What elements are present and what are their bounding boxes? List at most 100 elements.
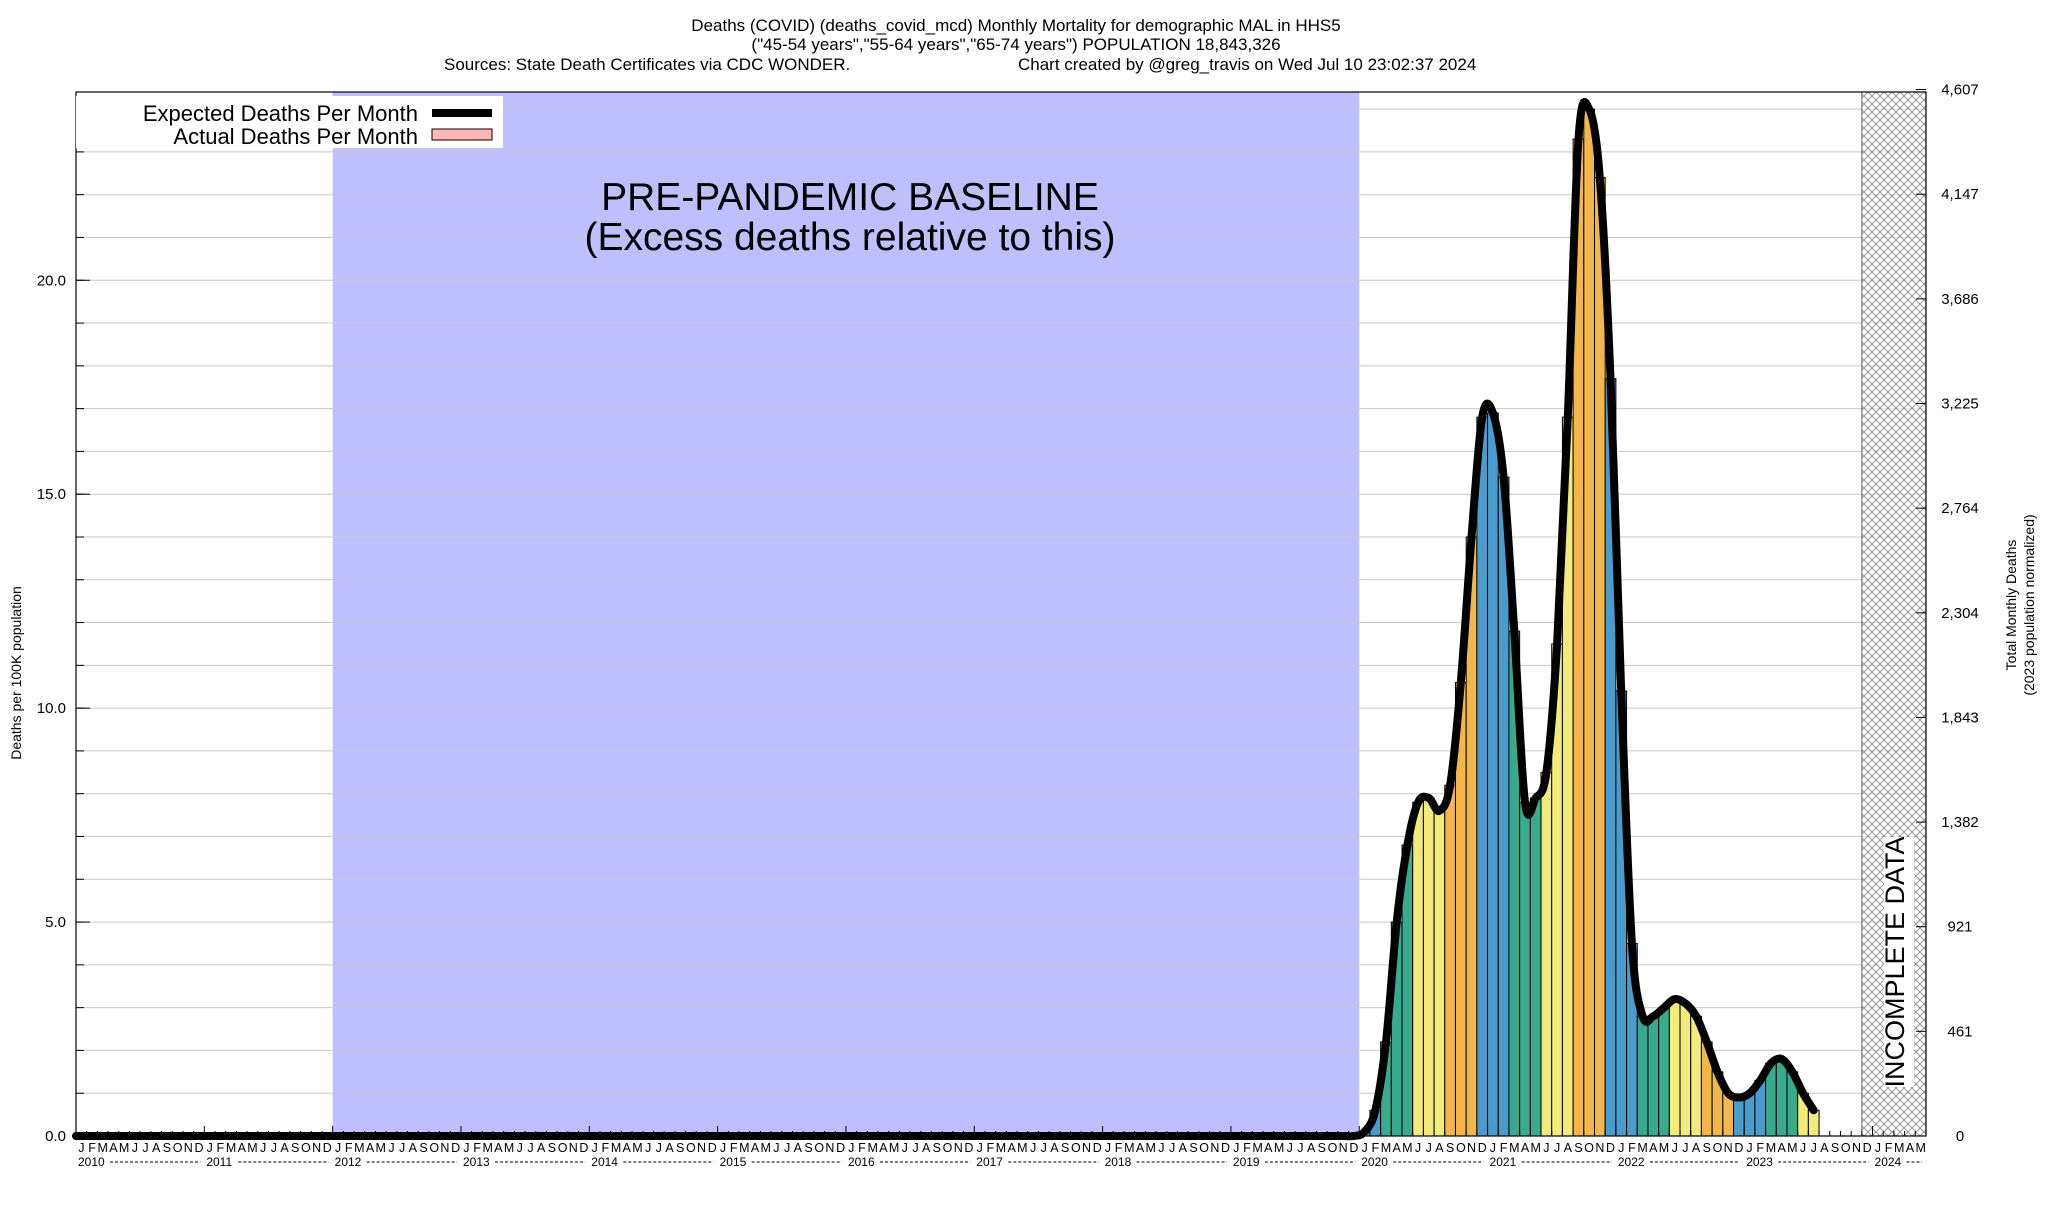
- x-month-label: J: [335, 1141, 341, 1155]
- x-month-label: O: [1071, 1141, 1081, 1155]
- x-month-label: D: [1221, 1141, 1230, 1155]
- x-month-label: O: [814, 1141, 824, 1155]
- x-year-label: 2023: [1746, 1155, 1773, 1169]
- x-month-label: F: [1628, 1141, 1636, 1155]
- x-month-label: F: [1371, 1141, 1379, 1155]
- x-month-label: A: [751, 1141, 760, 1155]
- x-month-label: S: [676, 1141, 684, 1155]
- x-month-label: J: [1554, 1141, 1560, 1155]
- x-month-label: J: [1543, 1141, 1549, 1155]
- y-right-tick-label: 1,843: [1941, 709, 1979, 726]
- x-month-label: J: [1800, 1141, 1806, 1155]
- x-year-label: 2012: [335, 1155, 362, 1169]
- x-year-label: 2018: [1105, 1155, 1132, 1169]
- x-month-label: M: [1124, 1141, 1134, 1155]
- credit-text: Chart created by @greg_travis on Wed Jul…: [1018, 55, 1476, 74]
- x-month-label: O: [943, 1141, 953, 1155]
- x-month-label: M: [1274, 1141, 1284, 1155]
- actual-bar: [1519, 801, 1531, 1137]
- x-month-label: J: [1169, 1141, 1175, 1155]
- x-month-label: D: [708, 1141, 717, 1155]
- background-regions: [332, 92, 1360, 1136]
- chart-title: Deaths (COVID) (deaths_covid_mcd) Monthl…: [444, 16, 1476, 74]
- x-year-label: 2019: [1233, 1155, 1260, 1169]
- x-month-label: M: [1381, 1141, 1391, 1155]
- x-month-label: J: [773, 1141, 779, 1155]
- x-month-label: A: [280, 1141, 289, 1155]
- y-tick-label: 10.0: [37, 700, 66, 717]
- y-axis-label-right-2: (2023 population normalized): [2021, 514, 2037, 695]
- x-month-label: A: [623, 1141, 632, 1155]
- x-month-label: F: [1500, 1141, 1508, 1155]
- actual-bar: [1540, 771, 1553, 1137]
- x-month-label: O: [1199, 1141, 1209, 1155]
- x-month-label: O: [558, 1141, 568, 1155]
- x-month-label: D: [836, 1141, 845, 1155]
- x-month-label: S: [163, 1141, 171, 1155]
- x-month-label: J: [388, 1141, 394, 1155]
- x-month-label: F: [1243, 1141, 1251, 1155]
- x-month-label: S: [1831, 1141, 1839, 1155]
- x-month-label: N: [1467, 1141, 1476, 1155]
- x-month-label: F: [602, 1141, 610, 1155]
- sources-text: Sources: State Death Certificates via CD…: [444, 55, 850, 74]
- x-month-label: M: [376, 1141, 386, 1155]
- x-month-label: S: [291, 1141, 299, 1155]
- x-month-label: M: [1402, 1141, 1412, 1155]
- x-month-label: A: [665, 1141, 674, 1155]
- baseline-text-line-1: PRE-PANDEMIC BASELINE: [601, 176, 1099, 219]
- plot-frame: [75, 91, 1927, 1137]
- x-month-label: N: [312, 1141, 321, 1155]
- x-month-label: J: [656, 1141, 662, 1155]
- x-month-label: M: [226, 1141, 236, 1155]
- actual-bar: [1636, 1015, 1649, 1137]
- y-tick-label: 20.0: [37, 272, 66, 289]
- title-line-1: Deaths (COVID) (deaths_covid_mcd) Monthl…: [691, 16, 1340, 35]
- incomplete-label-background: [1883, 837, 1914, 1087]
- y-right-tick-label: 4,607: [1941, 82, 1979, 99]
- x-month-label: A: [1008, 1141, 1017, 1155]
- x-month-label: M: [354, 1141, 364, 1155]
- x-month-label: M: [1146, 1141, 1156, 1155]
- x-month-label: M: [482, 1141, 492, 1155]
- x-month-label: J: [645, 1141, 651, 1155]
- x-month-label: J: [1672, 1141, 1678, 1155]
- x-month-label: A: [1136, 1141, 1145, 1155]
- x-year-label: 2020: [1361, 1155, 1388, 1169]
- x-month-label: M: [1787, 1141, 1797, 1155]
- x-month-label: N: [1210, 1141, 1219, 1155]
- x-month-label: O: [429, 1141, 439, 1155]
- x-month-label: A: [1564, 1141, 1573, 1155]
- baseline-annotation: PRE-PANDEMIC BASELINE (Excess deaths rel…: [584, 176, 1115, 259]
- x-month-label: J: [1490, 1141, 1496, 1155]
- x-month-label: J: [399, 1141, 405, 1155]
- x-year-label: 2017: [976, 1155, 1003, 1169]
- x-month-label: M: [1659, 1141, 1669, 1155]
- actual-bar: [1433, 810, 1446, 1137]
- x-month-label: M: [1530, 1141, 1540, 1155]
- x-month-label: F: [1115, 1141, 1123, 1155]
- y-right-tick-label: 2,764: [1941, 500, 1979, 517]
- x-month-label: O: [1713, 1141, 1723, 1155]
- x-month-label: M: [504, 1141, 514, 1155]
- x-month-label: S: [804, 1141, 812, 1155]
- x-month-label: J: [1287, 1141, 1293, 1155]
- x-year-label: 2021: [1490, 1155, 1517, 1169]
- y-axis-left: 0.0 5.0 10.0 15.0 20.0: [37, 108, 90, 1145]
- x-month-label: J: [517, 1141, 523, 1155]
- x-month-label: M: [247, 1141, 257, 1155]
- x-month-label: N: [697, 1141, 706, 1155]
- x-month-label: M: [1017, 1141, 1027, 1155]
- x-month-label: F: [345, 1141, 353, 1155]
- legend-label-actual: Actual Deaths Per Month: [173, 124, 418, 149]
- x-month-label: J: [976, 1141, 982, 1155]
- x-month-label: A: [1179, 1141, 1188, 1155]
- x-month-label: A: [1906, 1141, 1915, 1155]
- actual-bar: [1733, 1096, 1745, 1137]
- incomplete-label: INCOMPLETE DATA: [1880, 836, 1910, 1087]
- x-month-label: F: [88, 1141, 96, 1155]
- x-month-label: D: [194, 1141, 203, 1155]
- x-month-label: J: [1030, 1141, 1036, 1155]
